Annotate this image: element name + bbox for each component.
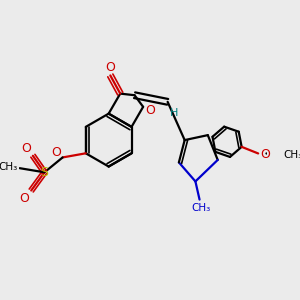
Text: O: O: [21, 142, 31, 155]
Text: H: H: [170, 108, 178, 118]
Text: O: O: [105, 61, 115, 74]
Text: O: O: [51, 146, 61, 159]
Text: O: O: [20, 192, 30, 205]
Text: CH₃: CH₃: [0, 161, 18, 172]
Text: S: S: [40, 166, 49, 179]
Text: CH₃: CH₃: [192, 203, 211, 213]
Text: O: O: [145, 104, 155, 118]
Text: O: O: [260, 148, 270, 161]
Text: CH₃: CH₃: [283, 150, 300, 160]
